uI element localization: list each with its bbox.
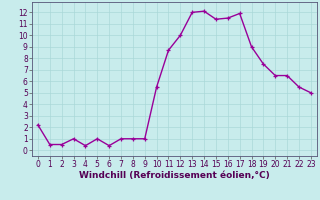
X-axis label: Windchill (Refroidissement éolien,°C): Windchill (Refroidissement éolien,°C) (79, 171, 270, 180)
